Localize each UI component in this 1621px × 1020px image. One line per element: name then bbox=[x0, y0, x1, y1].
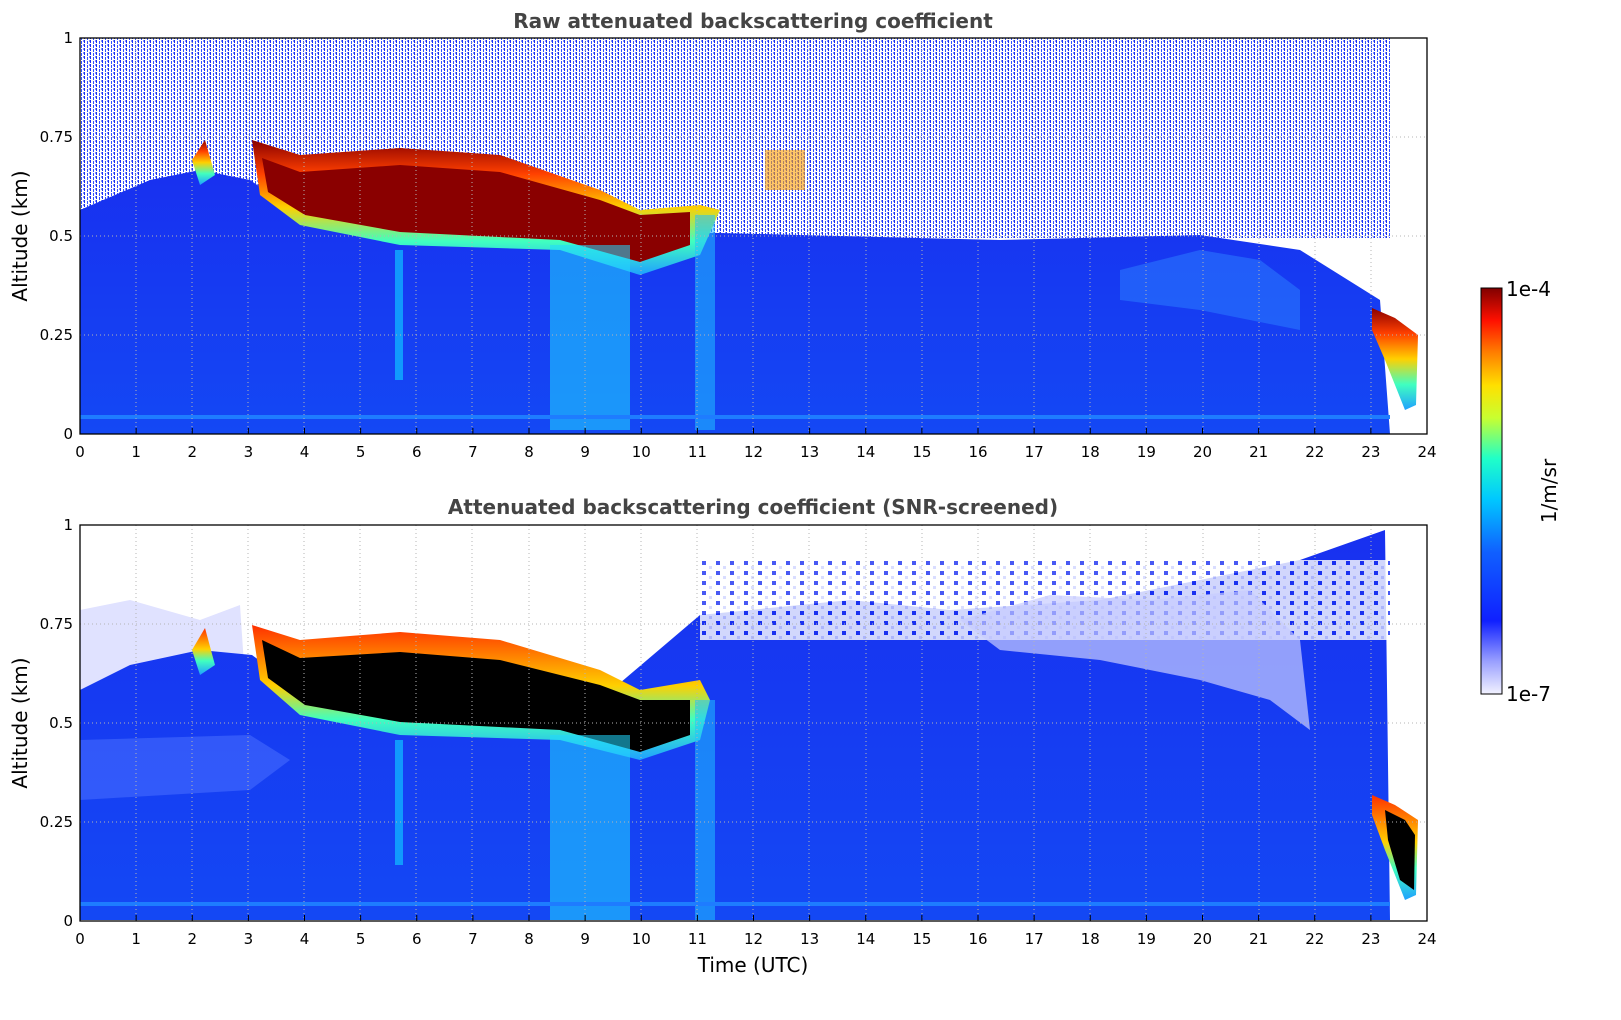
x-tick-label: 19 bbox=[1137, 930, 1156, 948]
surface-line bbox=[80, 415, 1390, 419]
precipitation-streak bbox=[695, 700, 715, 920]
x-tick-label: 2 bbox=[187, 930, 197, 948]
panel-screened-heatmap bbox=[80, 530, 1418, 920]
x-tick-label: 9 bbox=[580, 930, 590, 948]
x-tick-label: 13 bbox=[800, 930, 819, 948]
panel-raw-title: Raw attenuated backscattering coefficien… bbox=[513, 9, 993, 33]
precipitation-streak bbox=[395, 250, 403, 380]
x-tick-label: 8 bbox=[524, 930, 534, 948]
y-tick-label: 0 bbox=[63, 425, 73, 443]
x-tick-label: 8 bbox=[524, 443, 534, 461]
x-tick-label: 3 bbox=[244, 930, 254, 948]
low-cloud-end bbox=[1372, 308, 1418, 410]
x-tick-label: 4 bbox=[300, 443, 310, 461]
cloud-core-saturated bbox=[262, 640, 690, 752]
y-tick-label: 0.25 bbox=[40, 813, 73, 831]
x-tick-label: 22 bbox=[1305, 443, 1324, 461]
small-cloud bbox=[192, 140, 215, 185]
x-tick-label: 13 bbox=[800, 443, 819, 461]
x-tick-label: 18 bbox=[1081, 443, 1100, 461]
x-axis-label: Time (UTC) bbox=[697, 953, 809, 977]
x-tick-label: 3 bbox=[244, 443, 254, 461]
panel-raw-grid bbox=[80, 38, 1427, 434]
x-tick-label: 23 bbox=[1361, 930, 1380, 948]
x-tick-label: 10 bbox=[632, 930, 651, 948]
x-tick-label: 11 bbox=[688, 443, 707, 461]
panel-raw: Raw attenuated backscattering coefficien… bbox=[8, 9, 1437, 461]
x-tick-label: 2 bbox=[187, 443, 197, 461]
colorbar-gradient bbox=[1480, 287, 1503, 695]
x-tick-label: 21 bbox=[1249, 930, 1268, 948]
y-axis-label: Altitude (km) bbox=[8, 657, 32, 788]
small-cloud bbox=[192, 628, 215, 675]
panel-screened-title: Attenuated backscattering coefficient (S… bbox=[448, 495, 1058, 519]
colorbar-unit-label: 1/m/sr bbox=[1537, 458, 1561, 523]
x-tick-label: 7 bbox=[468, 930, 478, 948]
pale-region bbox=[960, 590, 1310, 730]
y-tick-label: 0 bbox=[63, 912, 73, 930]
x-tick-label: 18 bbox=[1081, 930, 1100, 948]
panel-screened: Attenuated backscattering coefficient (S… bbox=[8, 495, 1437, 977]
panel-raw-yaxis: 1 0.75 0.5 0.25 0 Altitude (km) bbox=[8, 29, 73, 443]
aerosol-layer bbox=[1120, 250, 1300, 330]
panel-screened-xaxis: 0 1 2 3 4 5 6 7 8 9 10 11 12 13 14 15 16 17 18 19 20 21 22 23 24 bbox=[75, 915, 1437, 948]
colorbar-max-label: 1e-4 bbox=[1506, 277, 1551, 301]
y-tick-label: 0.75 bbox=[40, 128, 73, 146]
precipitation-streak bbox=[395, 740, 403, 865]
colorbar: 1e-4 1e-7 1/m/sr bbox=[1480, 277, 1561, 706]
precipitation-streak bbox=[550, 245, 630, 430]
x-tick-label: 10 bbox=[632, 443, 651, 461]
cloud-core bbox=[262, 158, 690, 262]
panel-screened-yaxis: 1 0.75 0.5 0.25 0 Altitude (km) bbox=[8, 516, 73, 930]
precipitation-streak bbox=[695, 215, 715, 430]
x-tick-label: 9 bbox=[580, 443, 590, 461]
panel-screened-grid bbox=[80, 525, 1427, 921]
x-tick-label: 20 bbox=[1193, 930, 1212, 948]
x-tick-label: 11 bbox=[688, 930, 707, 948]
panel-raw-heatmap bbox=[80, 38, 1418, 434]
x-tick-label: 0 bbox=[75, 930, 85, 948]
x-tick-label: 17 bbox=[1025, 443, 1044, 461]
x-tick-label: 1 bbox=[131, 443, 141, 461]
x-tick-label: 16 bbox=[968, 930, 987, 948]
x-tick-label: 14 bbox=[856, 930, 875, 948]
x-tick-label: 22 bbox=[1305, 930, 1324, 948]
y-tick-label: 1 bbox=[63, 516, 73, 534]
small-cloud bbox=[765, 150, 805, 190]
x-tick-label: 12 bbox=[744, 443, 763, 461]
x-tick-label: 16 bbox=[968, 443, 987, 461]
x-tick-label: 12 bbox=[744, 930, 763, 948]
x-tick-label: 5 bbox=[356, 443, 366, 461]
x-tick-label: 19 bbox=[1137, 443, 1156, 461]
x-tick-label: 7 bbox=[468, 443, 478, 461]
x-tick-label: 5 bbox=[356, 930, 366, 948]
y-tick-label: 0.75 bbox=[40, 615, 73, 633]
x-tick-label: 23 bbox=[1361, 443, 1380, 461]
x-tick-label: 6 bbox=[412, 930, 422, 948]
cloud-core-saturated bbox=[1385, 810, 1415, 890]
y-axis-label: Altitude (km) bbox=[8, 170, 32, 301]
x-tick-label: 24 bbox=[1417, 930, 1436, 948]
y-tick-label: 0.5 bbox=[49, 714, 73, 732]
precipitation-streak bbox=[550, 735, 630, 920]
x-tick-label: 15 bbox=[912, 930, 931, 948]
x-tick-label: 24 bbox=[1417, 443, 1436, 461]
x-tick-label: 4 bbox=[300, 930, 310, 948]
surface-line bbox=[80, 902, 1390, 906]
x-tick-label: 1 bbox=[131, 930, 141, 948]
y-tick-label: 0.25 bbox=[40, 326, 73, 344]
x-tick-label: 6 bbox=[412, 443, 422, 461]
x-tick-label: 14 bbox=[856, 443, 875, 461]
y-tick-label: 0.5 bbox=[49, 227, 73, 245]
x-tick-label: 17 bbox=[1025, 930, 1044, 948]
colorbar-min-label: 1e-7 bbox=[1506, 682, 1551, 706]
y-tick-label: 1 bbox=[63, 29, 73, 47]
x-tick-label: 21 bbox=[1249, 443, 1268, 461]
x-tick-label: 0 bbox=[75, 443, 85, 461]
aerosol-layer bbox=[80, 735, 290, 800]
panel-raw-xaxis: 0 1 2 3 4 5 6 7 8 9 10 11 12 13 14 15 16 17 18 19 20 21 22 23 24 bbox=[75, 428, 1437, 461]
x-tick-label: 20 bbox=[1193, 443, 1212, 461]
x-tick-label: 15 bbox=[912, 443, 931, 461]
